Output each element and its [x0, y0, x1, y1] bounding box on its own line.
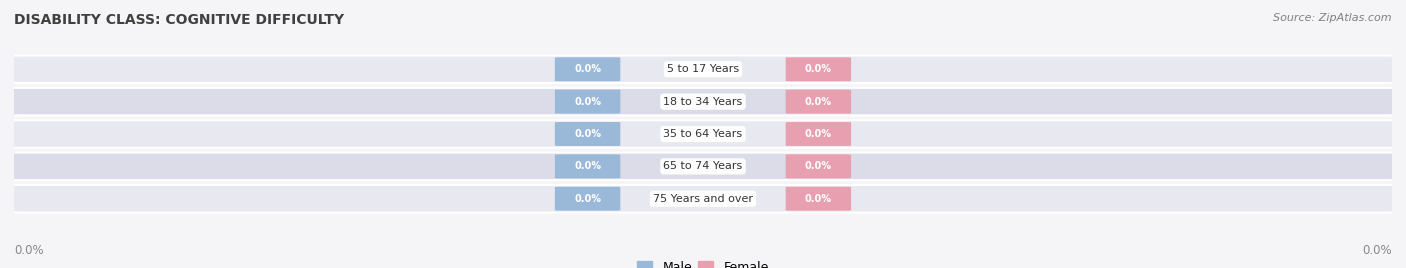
Text: 0.0%: 0.0% [574, 161, 602, 171]
Text: 0.0%: 0.0% [574, 194, 602, 204]
Text: 18 to 34 Years: 18 to 34 Years [664, 97, 742, 107]
Text: 0.0%: 0.0% [1362, 244, 1392, 257]
Text: 0.0%: 0.0% [574, 64, 602, 74]
Text: 0.0%: 0.0% [574, 129, 602, 139]
Legend: Male, Female: Male, Female [633, 256, 773, 268]
Text: 0.0%: 0.0% [804, 64, 832, 74]
FancyBboxPatch shape [4, 120, 1402, 148]
Text: 65 to 74 Years: 65 to 74 Years [664, 161, 742, 171]
Text: 0.0%: 0.0% [804, 161, 832, 171]
Text: DISABILITY CLASS: COGNITIVE DIFFICULTY: DISABILITY CLASS: COGNITIVE DIFFICULTY [14, 13, 344, 27]
FancyBboxPatch shape [555, 154, 620, 178]
Text: 0.0%: 0.0% [804, 129, 832, 139]
Text: 75 Years and over: 75 Years and over [652, 194, 754, 204]
FancyBboxPatch shape [786, 187, 851, 211]
FancyBboxPatch shape [786, 154, 851, 178]
Text: 0.0%: 0.0% [804, 194, 832, 204]
FancyBboxPatch shape [4, 55, 1402, 83]
FancyBboxPatch shape [786, 122, 851, 146]
FancyBboxPatch shape [4, 185, 1402, 213]
FancyBboxPatch shape [4, 152, 1402, 180]
Text: 0.0%: 0.0% [804, 97, 832, 107]
FancyBboxPatch shape [786, 57, 851, 81]
Text: Source: ZipAtlas.com: Source: ZipAtlas.com [1274, 13, 1392, 23]
FancyBboxPatch shape [555, 187, 620, 211]
Text: 35 to 64 Years: 35 to 64 Years [664, 129, 742, 139]
Text: 0.0%: 0.0% [14, 244, 44, 257]
FancyBboxPatch shape [786, 90, 851, 114]
Text: 5 to 17 Years: 5 to 17 Years [666, 64, 740, 74]
FancyBboxPatch shape [4, 88, 1402, 116]
FancyBboxPatch shape [555, 90, 620, 114]
FancyBboxPatch shape [555, 57, 620, 81]
Text: 0.0%: 0.0% [574, 97, 602, 107]
FancyBboxPatch shape [555, 122, 620, 146]
